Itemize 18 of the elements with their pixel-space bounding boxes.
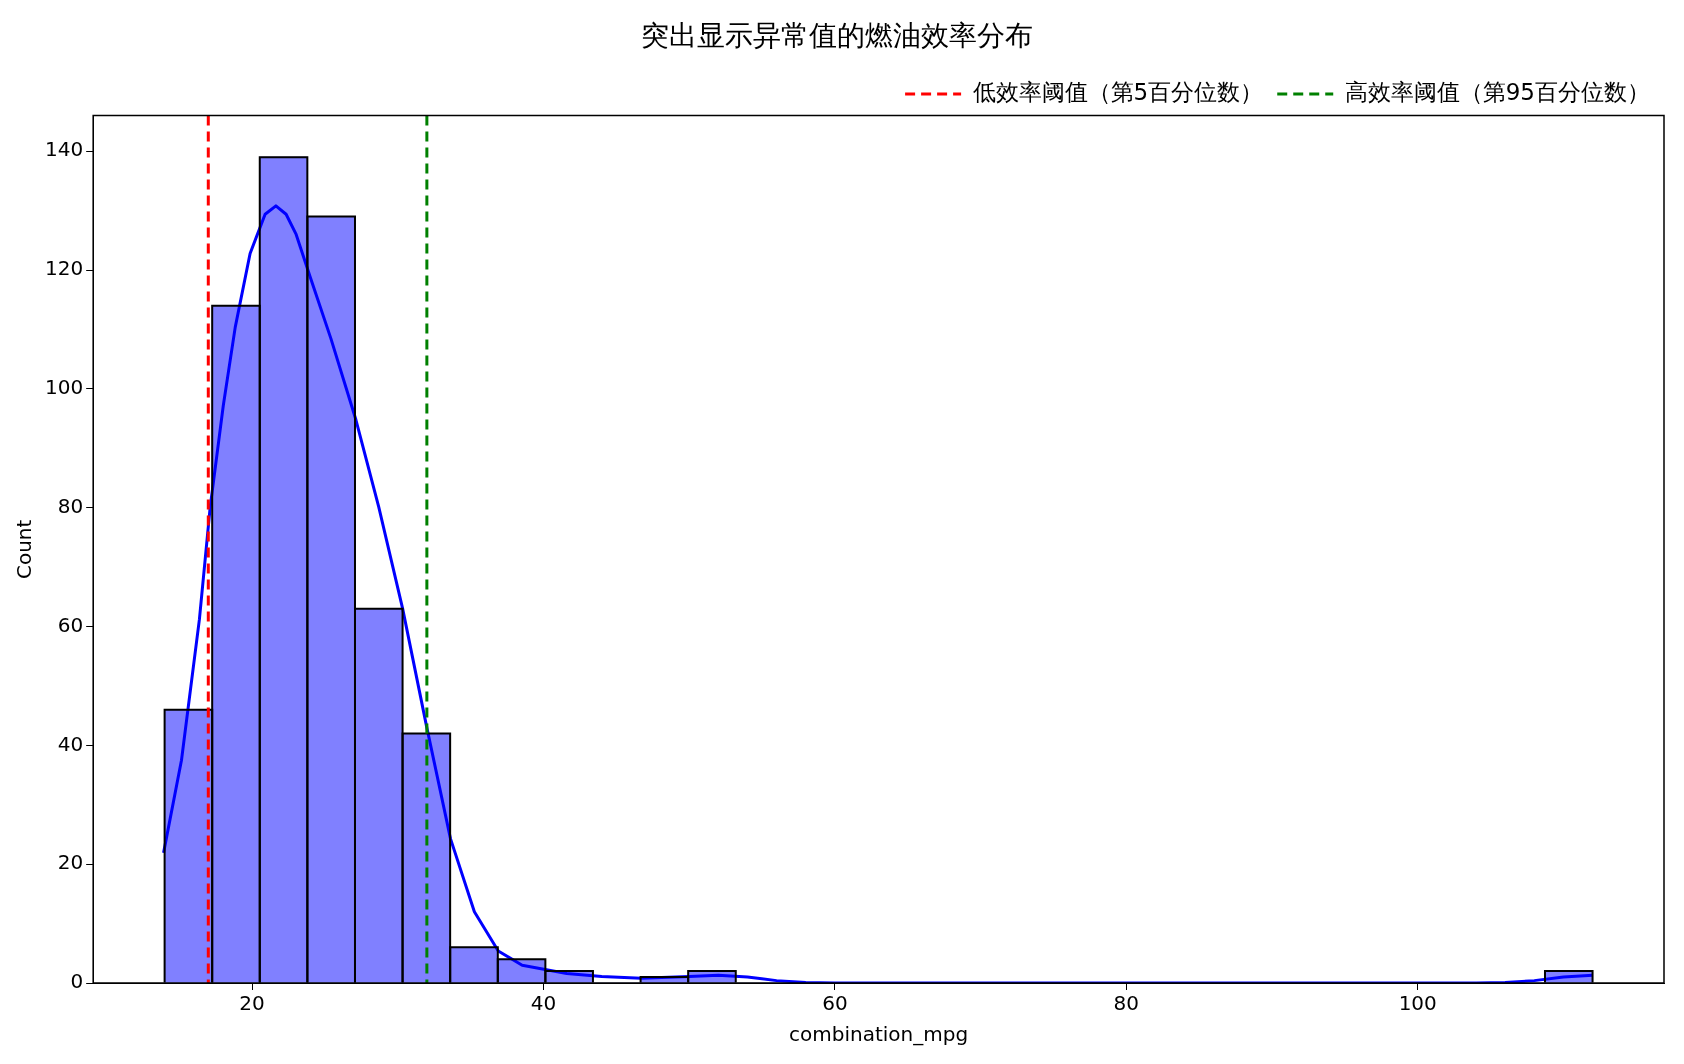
y-tick-label: 100 [44, 375, 84, 400]
y-tick-label: 80 [57, 493, 84, 518]
y-tick-label: 60 [57, 612, 84, 637]
x-tick-label: 100 [1398, 991, 1437, 1016]
x-axis-title: combination_mpg [789, 1022, 969, 1047]
y-axis-title: Count [12, 519, 37, 579]
legend-label: 低效率阈值（第5百分位数） [972, 79, 1264, 106]
y-tick-label: 20 [57, 850, 84, 875]
x-tick-label: 60 [822, 991, 848, 1016]
y-tick-label: 40 [57, 731, 84, 756]
y-tick-label: 120 [44, 256, 84, 281]
y-tick-label: 0 [70, 969, 84, 994]
y-tick-label: 140 [44, 137, 84, 162]
x-tick-label: 80 [1113, 991, 1140, 1016]
x-tick-label: 40 [530, 991, 557, 1016]
chart-title: 突出显示异常值的燃油效率分布 [641, 19, 1033, 53]
x-tick-label: 20 [239, 991, 265, 1016]
legend-label: 高效率阈值（第95百分位数） [1344, 79, 1651, 106]
